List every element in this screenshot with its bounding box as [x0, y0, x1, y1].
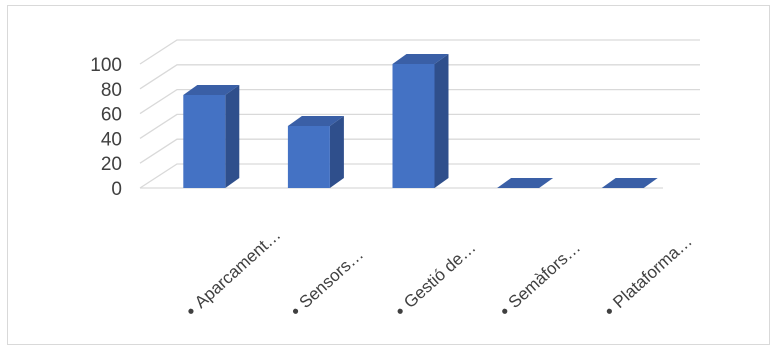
bar-front [287, 126, 330, 188]
category-label: Plataforma… [609, 231, 695, 311]
bullet-icon [292, 308, 299, 314]
gridline [139, 39, 700, 65]
bar-front [183, 95, 226, 188]
x-tick-label: Gestió de… [397, 238, 480, 314]
bullet-icon [188, 308, 194, 314]
bar-side [225, 85, 240, 188]
x-tick-label: Aparcament… [188, 225, 284, 314]
x-tick-label: Semàfors… [502, 238, 584, 314]
bullet-icon [606, 308, 612, 314]
bullet-icon [502, 308, 508, 314]
bar-top [497, 178, 554, 188]
category-label: Sensors… [296, 245, 368, 312]
bar-side [329, 116, 344, 188]
category-label: Semàfors… [505, 238, 584, 312]
bar [183, 85, 240, 188]
bar [392, 54, 449, 188]
bar [287, 116, 344, 188]
gridline [139, 138, 700, 164]
gridlines [139, 39, 700, 189]
bars [183, 54, 658, 188]
y-tick-label: 80 [101, 80, 122, 101]
y-tick-label: 40 [101, 129, 122, 150]
y-tick-label: 0 [111, 179, 122, 200]
gridline [139, 113, 700, 139]
bar [497, 178, 554, 188]
bar-top [183, 85, 240, 95]
y-axis-labels: 0 20 40 60 80 100 [90, 55, 122, 200]
bar-top [287, 116, 344, 126]
gridline [139, 88, 700, 115]
bullet-icon [397, 308, 403, 314]
y-tick-label: 60 [101, 105, 122, 126]
bar [601, 178, 658, 188]
gridline [139, 64, 700, 90]
x-tick-label: Sensors… [292, 245, 368, 314]
bar-top [392, 54, 449, 64]
y-tick-label: 20 [101, 154, 122, 175]
category-label: Gestió de… [400, 238, 479, 312]
bar-front [392, 64, 435, 188]
x-tick-label: Plataforma… [606, 231, 696, 314]
chart-frame [7, 5, 770, 345]
x-axis-labels: Aparcament… Sensors… Gestió de… Semàfors… Pl… [188, 225, 696, 314]
y-tick-label: 100 [90, 55, 122, 76]
gridline [139, 163, 700, 189]
bar-side [434, 54, 449, 188]
category-label: Aparcament… [191, 225, 284, 312]
bar-top [601, 178, 658, 188]
